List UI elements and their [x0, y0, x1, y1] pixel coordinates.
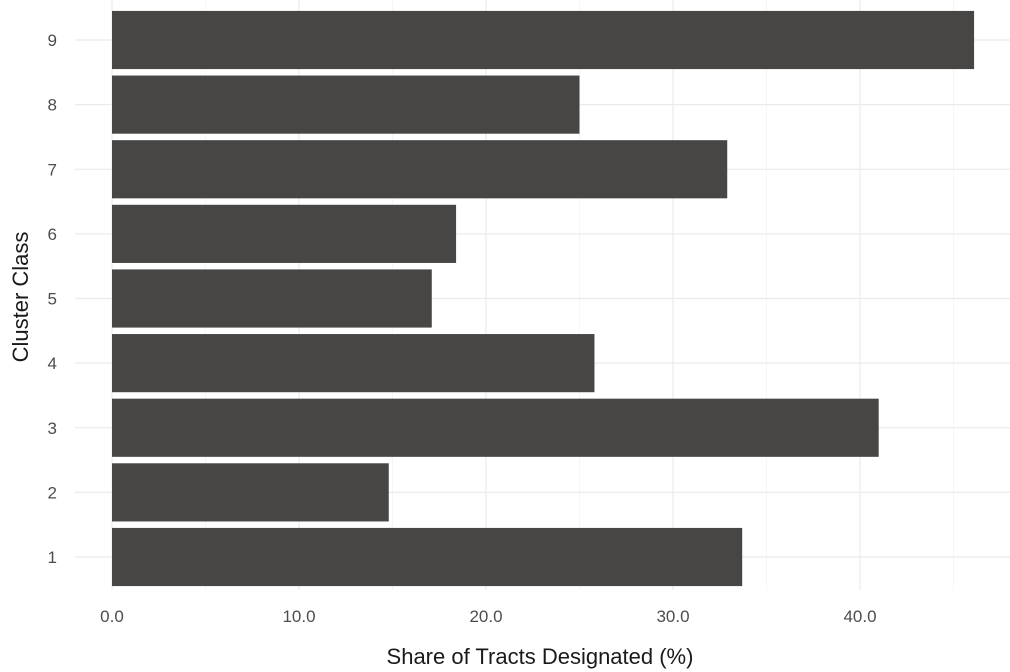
y-axis-title: Cluster Class: [8, 232, 33, 363]
bar-cluster-1: [112, 527, 743, 587]
bar-cluster-8: [112, 75, 580, 134]
y-tick-label: 9: [48, 31, 57, 50]
y-tick-label: 7: [48, 160, 57, 179]
y-tick-label: 5: [48, 290, 57, 309]
x-tick-label: 20.0: [469, 607, 502, 626]
y-axis-ticks: 1 2 3 4 5 6 7 8 9: [48, 31, 57, 567]
y-tick-label: 4: [48, 354, 57, 373]
bar-cluster-3: [112, 398, 879, 457]
x-tick-label: 0.0: [100, 607, 124, 626]
y-tick-label: 6: [48, 225, 57, 244]
y-tick-label: 8: [48, 96, 57, 115]
y-tick-label: 3: [48, 419, 57, 438]
x-tick-label: 30.0: [656, 607, 689, 626]
x-axis-ticks: 0.0 10.0 20.0 30.0 40.0: [100, 607, 876, 626]
bar-cluster-2: [112, 463, 389, 522]
bar-cluster-4: [112, 334, 595, 393]
bars: [112, 10, 975, 587]
bar-cluster-7: [112, 140, 728, 199]
bar-cluster-5: [112, 269, 432, 328]
bar-cluster-6: [112, 204, 457, 263]
y-tick-label: 1: [48, 548, 57, 567]
x-tick-label: 40.0: [843, 607, 876, 626]
bar-cluster-9: [112, 10, 975, 70]
x-tick-label: 10.0: [282, 607, 315, 626]
x-axis-title: Share of Tracts Designated (%): [387, 644, 694, 669]
y-tick-label: 2: [48, 483, 57, 502]
